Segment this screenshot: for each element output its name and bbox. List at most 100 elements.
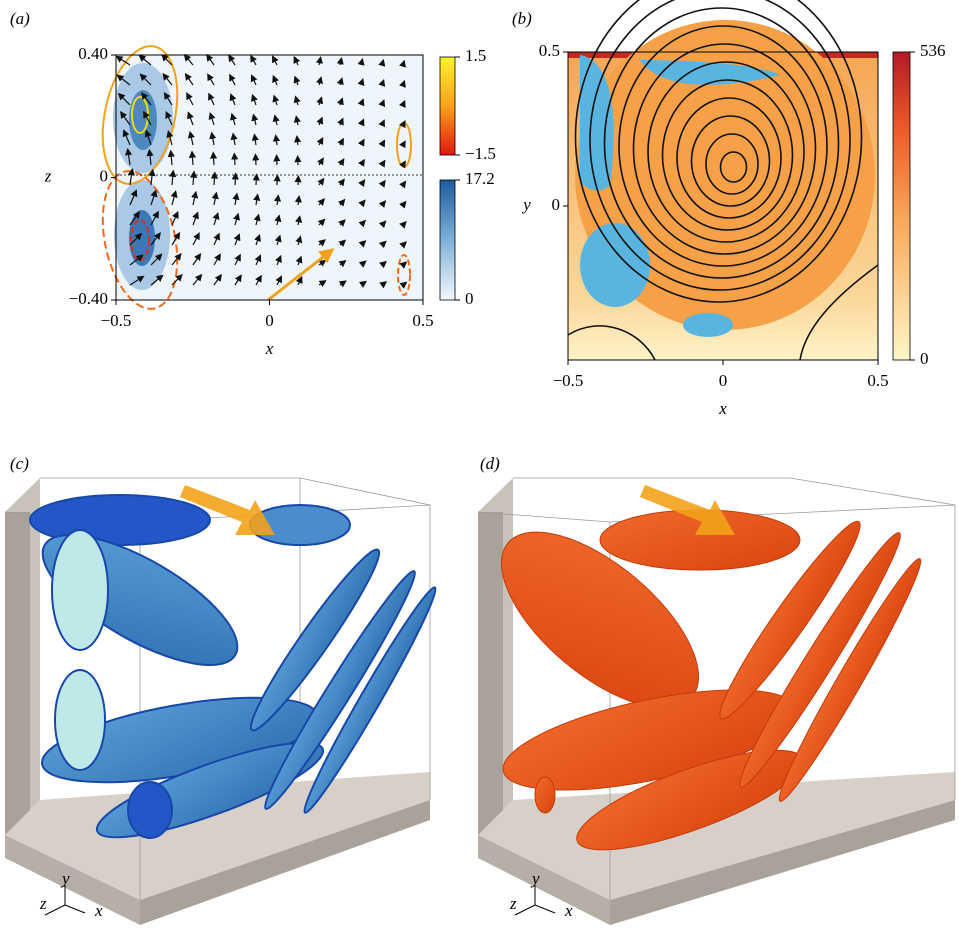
quiver-arrow [316, 76, 323, 86]
y-tick-label: −0.40 [69, 289, 108, 308]
y-tick-label: 0.5 [539, 41, 560, 60]
panel-label: (b) [512, 9, 532, 28]
axis-triad-label: x [564, 901, 573, 920]
quiver-arrow [183, 53, 194, 66]
quiver-arrow [336, 77, 344, 86]
panel-label: (a) [10, 9, 30, 28]
quiver-arrow [192, 211, 199, 226]
quiver-arrow [273, 194, 282, 206]
quiver-arrow [141, 92, 152, 106]
quiver-arrow [275, 254, 282, 266]
quiver-arrow [231, 172, 239, 186]
quiver-arrow [358, 219, 367, 228]
quiver-arrow [250, 74, 258, 86]
quiver-arrow [192, 232, 200, 246]
quiver-arrow [150, 232, 161, 246]
quiver-arrow [294, 195, 302, 206]
quiver-arrow [357, 98, 365, 107]
axis-triad-label: x [94, 901, 103, 920]
streamline [603, 7, 840, 279]
quiver-arrow [295, 275, 303, 286]
quiver-arrow [399, 120, 406, 129]
quiver-arrow [150, 253, 163, 266]
quiver-arrow [357, 57, 365, 66]
quiver-arrow [337, 137, 344, 146]
quiver-arrow [171, 252, 182, 266]
quiver-arrow [337, 117, 344, 126]
y-axis-label: y [521, 195, 531, 214]
panel-c-render [4, 477, 437, 925]
quiver-arrow [358, 158, 365, 167]
quiver-arrow [129, 275, 145, 286]
quiver-arrow [317, 218, 326, 227]
quiver-arrow [212, 212, 220, 226]
quiver-arrow [399, 79, 406, 88]
quiver-arrow [274, 214, 282, 226]
quiver-arrow [171, 274, 183, 286]
quiver-arrow [338, 259, 347, 268]
quiver-arrow [234, 253, 241, 266]
quiver-arrow [143, 110, 152, 126]
panel-d-render [477, 477, 956, 925]
quiver-arrow [254, 233, 261, 246]
streamline [647, 61, 805, 243]
quiver-arrow [125, 147, 133, 166]
quiver-arrow [293, 55, 301, 66]
quiver-arrow [206, 53, 215, 66]
quiver-arrow [399, 99, 406, 108]
quiver-arrow [317, 198, 325, 206]
quiver-arrow [338, 219, 346, 227]
quiver-arrow [228, 54, 236, 66]
quiver-arrow [150, 189, 158, 206]
quiver-arrow [230, 112, 237, 126]
quiver-arrow [208, 112, 216, 126]
quiver-arrow [294, 135, 302, 146]
quiver-arrow [229, 93, 237, 106]
quiver-arrow [274, 234, 282, 246]
quiver-arrow [211, 191, 219, 206]
quiver-arrow [253, 213, 261, 226]
quiver-arrow [187, 111, 194, 126]
quiver-arrow [122, 129, 131, 146]
quiver-arrow [357, 78, 365, 87]
quiver-arrow [213, 253, 221, 266]
quiver-arrow [318, 239, 326, 247]
quiver-arrow [378, 99, 386, 108]
quiver-arrow [129, 189, 138, 206]
quiver-arrow [129, 254, 144, 266]
quiver-arrow [208, 92, 215, 106]
quiver-arrow [162, 72, 173, 86]
axis-triad-label: z [39, 894, 47, 913]
quiver-arrow [379, 260, 387, 269]
x-tick-label: 0.5 [412, 311, 433, 330]
quiver-arrow [150, 210, 159, 226]
quiver-arrow [254, 254, 262, 266]
axis-triad-label: z [509, 894, 517, 913]
quiver-arrow [293, 95, 301, 106]
streamline [719, 151, 748, 183]
quiver-arrow [378, 78, 386, 87]
quiver-arrow [192, 273, 203, 286]
x-tick-label: −0.5 [101, 311, 132, 330]
panel-a-field [101, 45, 456, 310]
quiver-arrow [188, 150, 197, 166]
quiver-arrow [272, 74, 279, 86]
quiver-arrow [167, 149, 175, 166]
quiver-arrow [316, 116, 324, 126]
quiver-arrow [337, 178, 345, 187]
quiver-arrow [358, 260, 367, 268]
quiver-arrow [337, 158, 345, 167]
panel-label: (d) [480, 454, 500, 473]
quiver-arrow [165, 110, 173, 126]
quiver-arrow [399, 160, 406, 169]
quiver-arrow [170, 190, 178, 206]
quiver-arrow [318, 280, 327, 288]
y-tick-label: 0 [552, 195, 561, 214]
quiver-arrow [116, 74, 131, 86]
quiver-arrow [150, 274, 164, 286]
quiver-arrow [399, 59, 406, 68]
colorbar-tick-label: −1.5 [465, 144, 496, 163]
quiver-arrow [358, 280, 367, 288]
axis-triad-label: y [60, 869, 70, 888]
